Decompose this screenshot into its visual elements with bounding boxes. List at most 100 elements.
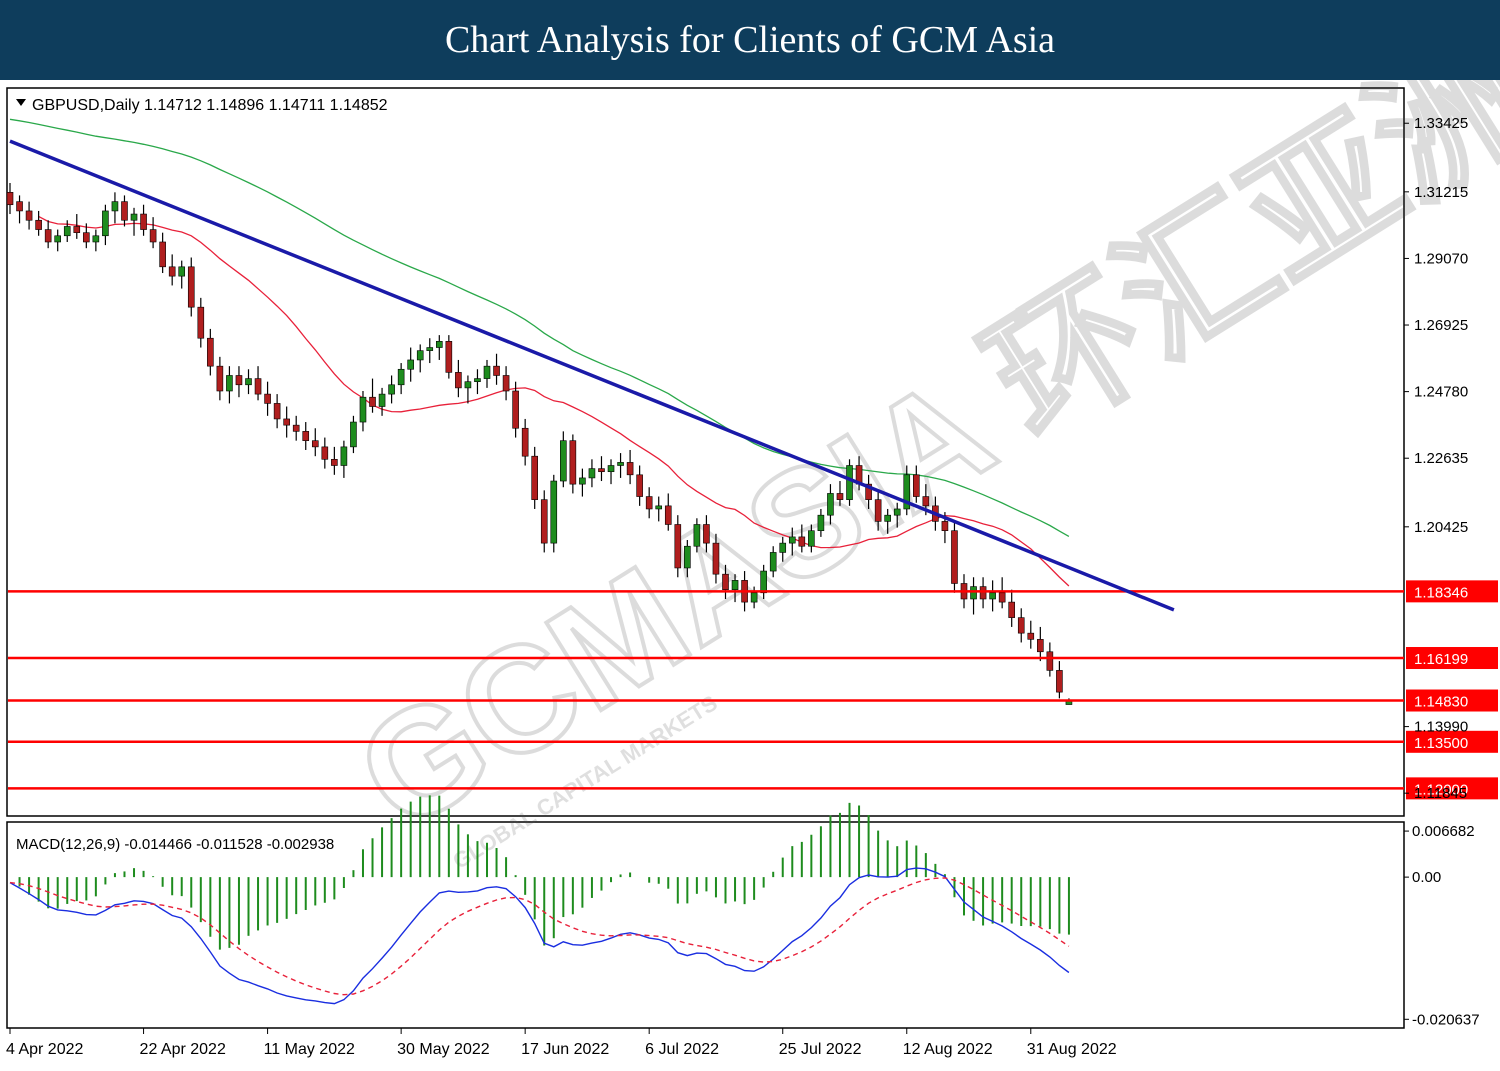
- candle-body: [550, 480, 558, 544]
- candle-body: [63, 226, 71, 237]
- candle-body: [426, 347, 434, 351]
- candle-body: [350, 421, 357, 448]
- candle-body: [560, 440, 567, 482]
- candle-body: [25, 210, 33, 221]
- candle-body: [187, 266, 195, 308]
- moving-average-fast: [38, 215, 1070, 587]
- candle-body: [836, 493, 844, 500]
- candle-body: [359, 396, 367, 423]
- level-price-tag: [1406, 689, 1498, 712]
- price-tick-label: 1.29070: [1414, 250, 1468, 267]
- candle-body: [130, 213, 138, 221]
- price-tick-label: 1.31215: [1414, 184, 1468, 201]
- candle-body: [416, 350, 424, 361]
- candle-body: [35, 219, 42, 230]
- candle-body: [903, 474, 911, 510]
- candle-body: [884, 514, 891, 522]
- candle-body: [521, 427, 529, 457]
- candle-body: [197, 306, 205, 339]
- candle-body: [493, 365, 500, 376]
- candle-body: [168, 266, 176, 277]
- level-price-tag: [1406, 580, 1498, 603]
- candle-body: [588, 468, 596, 479]
- candle-body: [121, 201, 128, 221]
- candle-body: [435, 341, 443, 348]
- candle-body: [302, 431, 310, 441]
- macd-tick-label: 0.006682: [1412, 823, 1475, 840]
- candle-body: [83, 232, 90, 243]
- candle-body: [531, 455, 539, 500]
- candle-body: [1056, 670, 1063, 693]
- candle-body: [703, 524, 710, 544]
- macd-tick-label: -0.020637: [1412, 1011, 1480, 1028]
- candle-body: [684, 545, 691, 569]
- candle-body: [674, 524, 682, 569]
- candle-body: [140, 213, 147, 230]
- candle-body: [540, 499, 548, 544]
- candle-body: [808, 530, 815, 547]
- candle-body: [54, 235, 62, 243]
- date-tick-label: 4 Apr 2022: [6, 1041, 84, 1058]
- candle-body: [922, 496, 930, 507]
- level-price-label: 1.18346: [1414, 584, 1468, 601]
- macd-tick-label: 0.00: [1412, 869, 1441, 886]
- date-tick-label: 22 Apr 2022: [140, 1041, 226, 1058]
- candle-body: [865, 483, 872, 500]
- level-price-tag: [1406, 647, 1498, 670]
- candle-body: [1046, 651, 1054, 671]
- candle-body: [445, 341, 453, 373]
- candle-body: [712, 542, 720, 575]
- macd-signal-line: [9, 877, 1070, 996]
- candle-body: [664, 505, 672, 525]
- macd-line: [9, 867, 1070, 1005]
- candle-body: [693, 524, 701, 547]
- candle-body: [149, 229, 157, 243]
- symbol-header: GBPUSD,Daily 1.14712 1.14896 1.14711 1.1…: [32, 97, 388, 114]
- candle-body: [483, 365, 491, 379]
- candle-body: [912, 474, 920, 497]
- candle-body: [111, 201, 119, 212]
- candle-body: [207, 337, 214, 367]
- candle-body: [579, 477, 586, 485]
- date-tick-label: 25 Jul 2022: [779, 1041, 862, 1058]
- candle-body: [321, 446, 329, 460]
- symbol-dropdown-icon[interactable]: [16, 99, 26, 106]
- candle-body: [989, 592, 996, 600]
- candle-body: [311, 440, 319, 448]
- candle-body: [369, 396, 376, 407]
- candle-body: [951, 530, 958, 584]
- candle-body: [44, 229, 52, 243]
- candle-body: [779, 542, 787, 553]
- date-tick-label: 30 May 2022: [397, 1041, 490, 1058]
- candle-body: [407, 359, 414, 370]
- banner-title: Chart Analysis for Clients of GCM Asia: [444, 19, 1056, 61]
- downtrend-line[interactable]: [9, 139, 1175, 612]
- candle-body: [73, 226, 81, 233]
- candle-body: [273, 403, 281, 420]
- candle-body: [1037, 639, 1044, 653]
- date-tick-label: 6 Jul 2022: [645, 1041, 719, 1058]
- candle-body: [626, 462, 634, 476]
- candle-body: [464, 381, 472, 389]
- candle-body: [788, 536, 796, 544]
- candle-body: [569, 440, 577, 485]
- candle-body: [102, 210, 109, 237]
- candle-body: [502, 375, 510, 392]
- level-price-tag: [1406, 777, 1498, 800]
- candle-body: [226, 375, 233, 392]
- candle-body: [331, 458, 338, 466]
- moving-average-slow: [9, 118, 1070, 537]
- candle-body: [893, 508, 901, 516]
- candle-body: [340, 446, 348, 466]
- date-tick-label: 11 May 2022: [264, 1041, 355, 1058]
- candle-body: [1017, 617, 1025, 634]
- candle-body: [655, 505, 663, 510]
- price-tick-label: 1.33425: [1414, 115, 1468, 132]
- date-tick-label: 12 Aug 2022: [903, 1041, 993, 1058]
- candle-body: [607, 465, 615, 473]
- candle-body: [254, 378, 262, 395]
- candle-body: [216, 365, 224, 392]
- header-banner: Chart Analysis for Clients of GCM Asia: [0, 0, 1500, 80]
- candle-body: [769, 552, 777, 572]
- candle-body: [798, 536, 806, 547]
